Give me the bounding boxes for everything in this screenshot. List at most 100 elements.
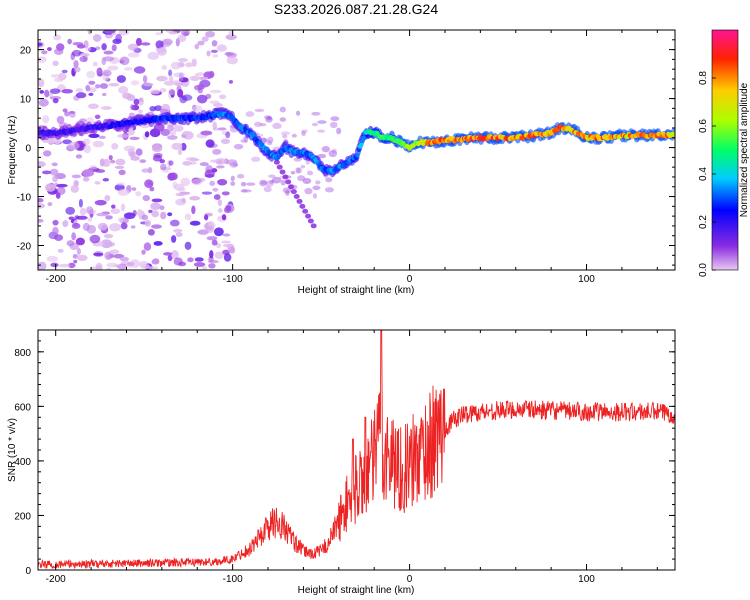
noise-blob — [236, 173, 245, 179]
noise-blob — [325, 177, 333, 183]
noise-blob — [211, 239, 218, 246]
noise-blob — [240, 181, 247, 187]
noise-blob — [131, 187, 137, 191]
noise-blob — [147, 229, 155, 236]
noise-blob — [192, 105, 203, 113]
noise-blob — [67, 262, 76, 269]
noise-blob — [64, 111, 70, 117]
noise-blob — [175, 193, 186, 197]
noise-blob — [111, 143, 119, 150]
snr-y-tick-label: 600 — [14, 402, 31, 413]
noise-blob — [213, 103, 224, 107]
noise-blob — [189, 76, 197, 81]
spectrogram-y-ticks: 20 10 0 -10 -20 — [17, 29, 675, 266]
noise-blob — [279, 106, 286, 113]
colorbar-ticks: 0.0 0.2 0.4 0.6 0.8 — [698, 71, 716, 277]
noise-blob — [57, 73, 67, 81]
noise-blob — [88, 87, 97, 93]
noise-blob — [106, 267, 112, 270]
noise-blob — [51, 162, 58, 167]
noise-blob — [129, 136, 140, 141]
noise-blob — [220, 138, 230, 145]
noise-blob — [168, 69, 173, 77]
noise-blob — [110, 159, 116, 164]
noise-blob — [75, 92, 87, 99]
noise-blob — [154, 32, 164, 36]
noise-blob — [312, 193, 317, 199]
noise-blob — [187, 257, 194, 263]
noise-blob — [305, 213, 312, 219]
noise-blob — [119, 60, 125, 64]
noise-blob — [154, 105, 163, 112]
noise-blob — [209, 180, 216, 187]
spectrogram-x-ticks: -200 -100 0 100 — [46, 30, 658, 285]
noise-blob — [177, 142, 183, 152]
noise-blob — [219, 94, 227, 100]
noise-blob — [135, 191, 142, 197]
noise-blob — [167, 254, 173, 262]
colorbar-tick-label: 0.2 — [698, 215, 709, 229]
noise-blob — [104, 194, 111, 202]
noise-blob — [225, 34, 237, 41]
noise-blob — [311, 122, 319, 127]
noise-blob — [209, 89, 222, 94]
noise-blob — [194, 43, 200, 50]
noise-blob — [211, 40, 218, 47]
noise-blob — [82, 138, 91, 145]
spectrogram-x-tick-label: -200 — [46, 274, 66, 285]
noise-blob — [317, 153, 327, 159]
noise-blob — [115, 33, 122, 43]
noise-blob — [49, 168, 59, 176]
noise-blob — [330, 116, 340, 122]
noise-blob — [133, 98, 140, 106]
noise-blob — [87, 217, 93, 222]
noise-blob — [150, 89, 160, 95]
noise-blob — [173, 257, 183, 266]
noise-blob — [178, 58, 188, 63]
noise-blob — [141, 249, 146, 255]
noise-blob — [160, 128, 171, 137]
ridge-core — [355, 152, 360, 158]
noise-blob — [189, 220, 201, 226]
noise-blob — [222, 233, 231, 237]
noise-blob — [65, 206, 76, 215]
noise-blob — [177, 34, 187, 43]
noise-blob — [301, 130, 306, 136]
noise-blob — [151, 198, 163, 203]
noise-blob — [194, 257, 204, 262]
noise-blob — [208, 70, 215, 78]
noise-blob — [61, 69, 68, 74]
noise-blob — [89, 165, 98, 170]
noise-blob — [39, 89, 45, 94]
noise-blob — [98, 135, 106, 139]
noise-blob — [108, 154, 113, 161]
noise-blob — [85, 84, 91, 92]
noise-blob — [167, 212, 173, 217]
noise-blob — [38, 42, 43, 47]
noise-blob — [302, 208, 309, 214]
ridge-core — [251, 132, 256, 138]
noise-blob — [88, 80, 96, 85]
noise-blob — [178, 72, 184, 82]
noise-blob — [52, 175, 58, 183]
noise-blob — [161, 65, 168, 70]
noise-blob — [160, 163, 167, 171]
noise-blob — [101, 43, 107, 51]
noise-blob — [71, 232, 77, 241]
noise-blob — [293, 157, 302, 162]
spectrogram-ridge — [38, 107, 675, 178]
noise-blob — [96, 67, 103, 77]
noise-blob — [38, 218, 44, 223]
noise-blob — [254, 108, 265, 113]
ridge-core — [359, 142, 364, 148]
noise-blob — [152, 258, 160, 264]
noise-blob — [240, 189, 248, 193]
noise-blob — [221, 240, 231, 244]
noise-blob — [204, 169, 215, 178]
noise-blob — [159, 205, 165, 211]
noise-blob — [56, 43, 65, 51]
noise-blob — [189, 158, 200, 162]
noise-blob — [93, 252, 104, 256]
noise-blob — [189, 196, 201, 201]
